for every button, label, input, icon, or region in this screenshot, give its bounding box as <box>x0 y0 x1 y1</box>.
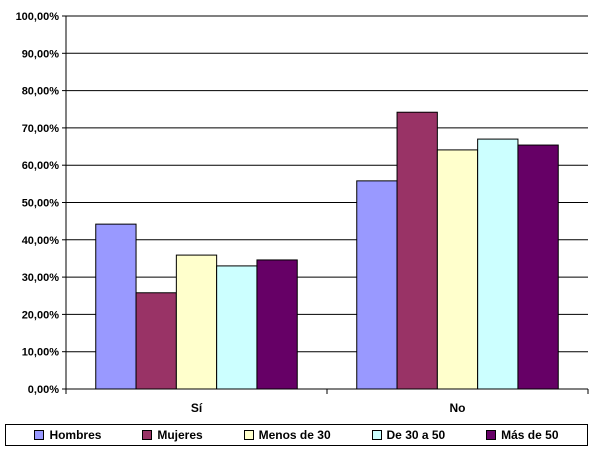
bar-mujeres <box>135 292 177 390</box>
y-tick-label: 40,00% <box>22 235 60 247</box>
axes: 0,00% 10,00% 20,00% 30,00% 40,00% 50,00% 60,00… <box>16 11 589 415</box>
legend-label: Hombres <box>49 428 102 442</box>
legend-swatch <box>34 430 45 440</box>
legend: Hombres Mujeres Menos de 30 De 30 a 50 Más d… <box>5 424 588 446</box>
bar-mas-de-50 <box>256 259 298 390</box>
legend-item: Hombres <box>34 428 101 442</box>
x-category-label: No <box>450 401 466 415</box>
bar-de-30-a-50 <box>216 265 258 390</box>
bar-mujeres <box>396 111 438 390</box>
x-category-label: Sí <box>191 401 203 415</box>
legend-label: De 30 a 50 <box>386 428 446 442</box>
legend-item: Menos de 30 <box>243 428 331 442</box>
y-tick-label: 20,00% <box>22 309 60 321</box>
y-tick-label: 30,00% <box>22 272 60 284</box>
legend-item: De 30 a 50 <box>371 428 446 442</box>
legend-swatch <box>486 430 497 440</box>
y-tick-label: 60,00% <box>22 160 60 172</box>
y-tick-label: 0,00% <box>28 384 59 396</box>
legend-label: Mujeres <box>157 428 203 442</box>
bar-menos-de-30 <box>175 254 218 390</box>
legend-item: Más de 50 <box>486 428 559 442</box>
legend-label: Menos de 30 <box>258 428 331 442</box>
y-tick-label: 70,00% <box>22 123 60 135</box>
legend-item: Mujeres <box>142 428 203 442</box>
y-tick-label: 50,00% <box>22 198 60 210</box>
legend-swatch <box>142 430 153 440</box>
bars <box>95 111 559 390</box>
bar-mas-de-50 <box>517 144 559 390</box>
y-tick-label: 10,00% <box>22 347 60 359</box>
bar-hombres <box>95 223 137 390</box>
legend-swatch <box>371 430 382 440</box>
bar-hombres <box>356 180 398 390</box>
y-tick-label: 80,00% <box>22 86 60 98</box>
legend-swatch <box>243 430 254 440</box>
legend-label: Más de 50 <box>501 428 559 442</box>
y-tick-label: 100,00% <box>16 11 60 23</box>
bar-menos-de-30 <box>436 149 479 390</box>
y-tick-label: 90,00% <box>22 48 60 60</box>
bar-de-30-a-50 <box>477 138 519 390</box>
